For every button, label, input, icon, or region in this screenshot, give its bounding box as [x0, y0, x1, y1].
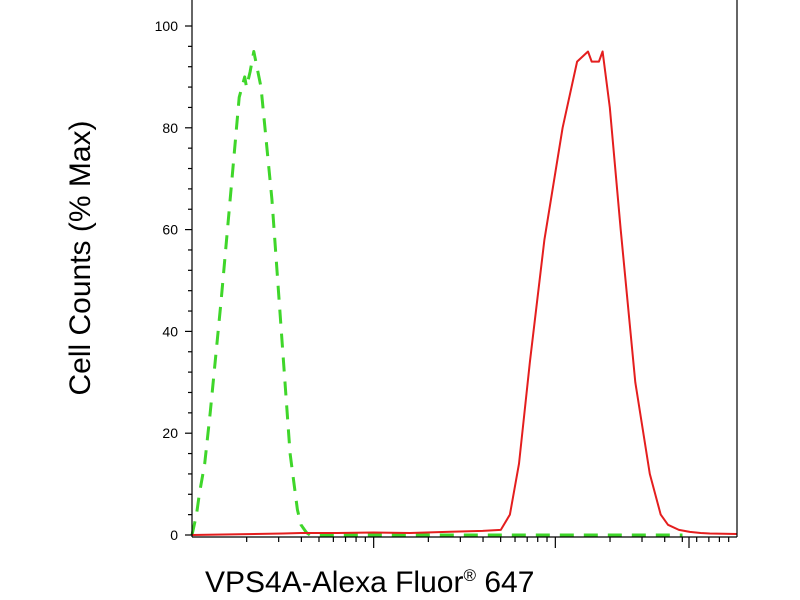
isotype-control-histogram-line	[190, 50, 683, 537]
y-axis-title: Cell Counts (% Max)	[64, 120, 97, 395]
y-tick-label: 100	[155, 18, 179, 34]
series-layer	[190, 50, 738, 537]
y-tick-label: 20	[162, 425, 178, 441]
y-tick-label: 60	[162, 222, 178, 238]
x-axis-title-main: VPS4A-Alexa Fluor	[205, 566, 463, 599]
x-axis-title-registered-mark: ®	[463, 566, 476, 585]
axes-layer: 0 20 40 60 80 100	[155, 0, 738, 548]
sample-histogram-line	[191, 50, 738, 536]
y-tick-label: 40	[162, 323, 178, 339]
x-axis-title: VPS4A-Alexa Fluor® 647	[205, 566, 534, 599]
y-tick-label: 80	[162, 120, 178, 136]
y-tick-label: 0	[170, 527, 178, 543]
x-axis-title-tail: 647	[476, 566, 534, 599]
